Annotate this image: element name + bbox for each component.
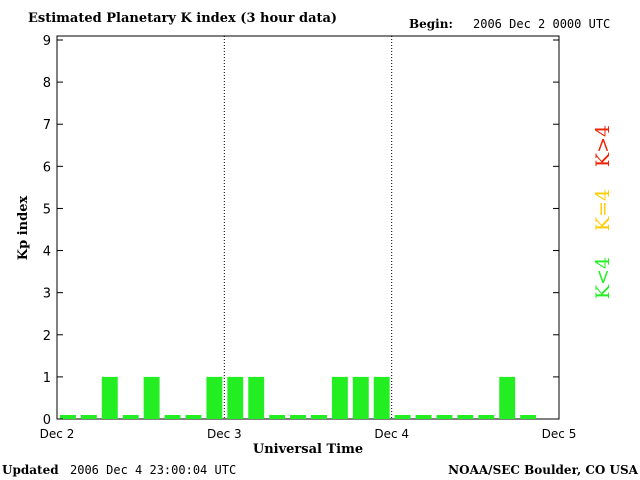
kp-bar <box>206 376 223 419</box>
kp-bar <box>227 376 244 419</box>
kp-bar <box>352 376 369 419</box>
kp-bar <box>269 415 286 419</box>
y-tick-label: 9 <box>43 34 51 49</box>
kp-bar <box>478 415 495 419</box>
chart-title: Estimated Planetary K index (3 hour data… <box>28 11 337 26</box>
kp-bar <box>122 415 139 419</box>
updated-label: Updated <box>2 463 59 477</box>
day-separators <box>223 36 393 419</box>
kp-bar <box>80 415 97 419</box>
x-tick-label: Dec 3 <box>207 427 242 441</box>
y-tick-label: 3 <box>43 287 51 302</box>
kp-bar <box>520 415 537 419</box>
source-credit: NOAA/SEC Boulder, CO USA <box>448 463 639 477</box>
x-tick-label: Dec 2 <box>40 427 75 441</box>
y-tick-label: 5 <box>43 202 51 217</box>
legend-item: K<4 <box>592 257 614 299</box>
y-tick-label: 8 <box>43 76 51 91</box>
legend: K<4 K=4 K>4 <box>592 125 614 299</box>
kp-bar <box>248 376 265 419</box>
kp-bar <box>373 376 390 419</box>
x-tick-label: Dec 5 <box>542 427 577 441</box>
x-axis: Dec 2 Dec 3 Dec 4 Dec 5 <box>40 427 577 441</box>
kp-bar <box>164 415 181 419</box>
legend-item: K=4 <box>592 189 614 231</box>
kp-bar <box>457 415 474 419</box>
kp-bar <box>331 376 348 419</box>
kp-bar <box>143 376 160 419</box>
y-tick-label: 1 <box>43 371 51 386</box>
kp-bar <box>185 415 202 419</box>
updated-value: 2006 Dec 4 23:00:04 UTC <box>70 463 236 477</box>
y-tick-label: 7 <box>43 118 51 133</box>
kp-bar <box>436 415 453 419</box>
kp-bar <box>394 415 411 419</box>
begin-label: Begin: <box>409 17 453 31</box>
y-tick-label: 2 <box>43 329 51 344</box>
x-axis-label: Universal Time <box>253 442 363 457</box>
plot-frame <box>56 35 560 420</box>
y-axis-label: Kp index <box>16 196 31 261</box>
kp-bar <box>60 415 76 419</box>
kp-bar <box>499 376 516 419</box>
kp-bar <box>311 415 327 419</box>
kp-bar <box>101 376 118 419</box>
y-tick-label: 6 <box>43 160 51 175</box>
x-tick-label: Dec 4 <box>374 427 409 441</box>
y-tick-label: 0 <box>43 413 51 428</box>
bars-layer <box>60 376 537 419</box>
kp-bar <box>415 415 432 419</box>
kp-bar <box>290 415 306 419</box>
y-tick-label: 4 <box>43 245 51 260</box>
legend-item: K>4 <box>592 125 614 167</box>
begin-value: 2006 Dec 2 0000 UTC <box>473 17 610 31</box>
y-axis: 0 1 2 3 4 5 6 7 8 9 <box>43 34 559 428</box>
